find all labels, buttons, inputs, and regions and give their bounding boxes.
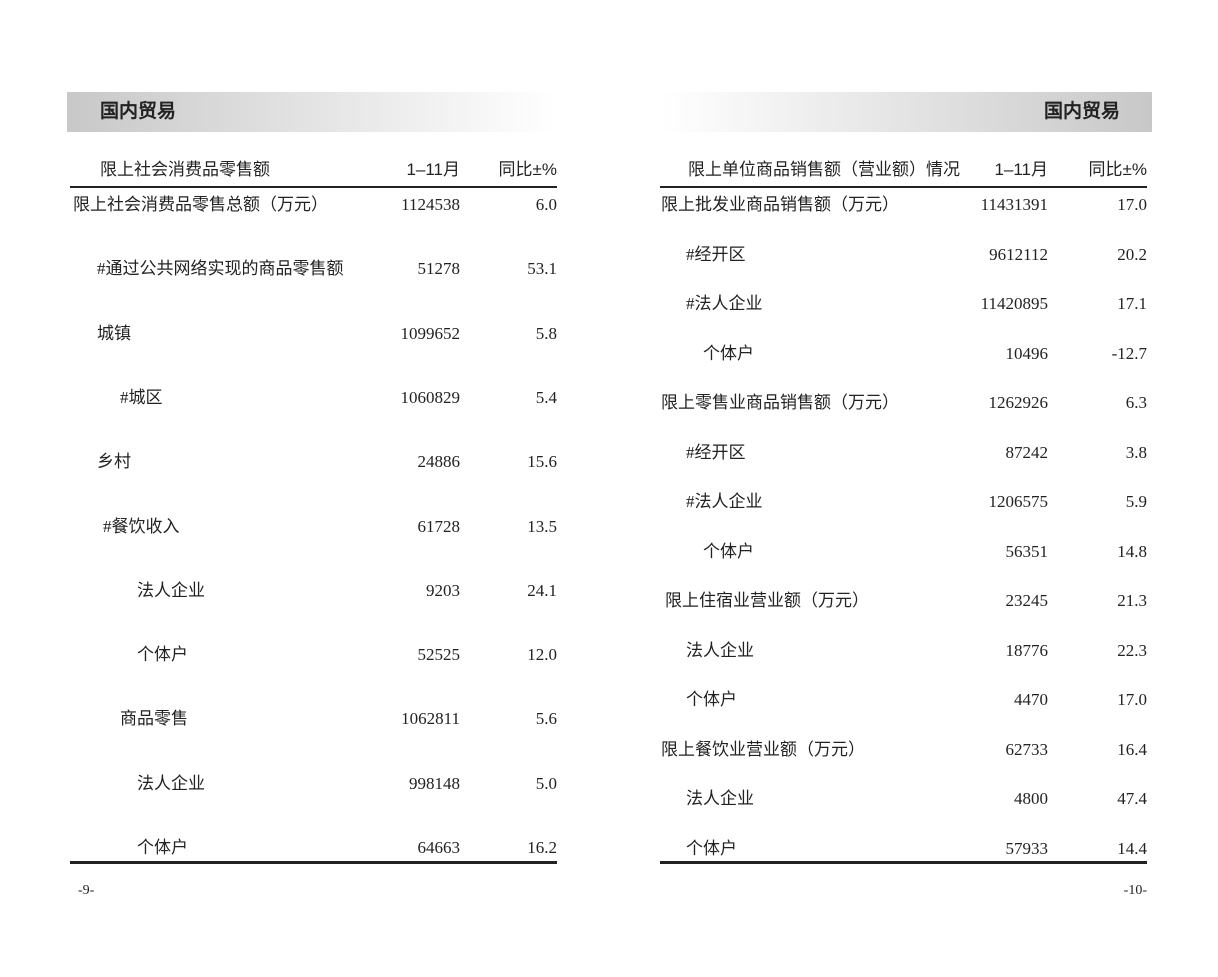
cell-value: 3.8	[1125, 442, 1147, 462]
cell-value: 15.6	[527, 452, 557, 472]
cell-value: 14.8	[1117, 541, 1147, 561]
cell-value: 64663	[417, 838, 461, 857]
row-label: #法人企业	[686, 294, 763, 313]
cell-value: 62733	[1005, 739, 1049, 759]
cell-value: 51278	[417, 259, 461, 279]
cell-value: 4800	[1014, 789, 1048, 808]
cell-value: 14.4	[1117, 838, 1147, 858]
row-label: 法人企业	[686, 789, 754, 808]
row-label: 限上社会消费品零售总额（万元）	[73, 195, 328, 214]
cell-value: 22.3	[1117, 640, 1147, 660]
row-label: #经开区	[686, 442, 746, 462]
cell-value: 5.0	[535, 773, 557, 793]
row-label: 个体户	[686, 838, 737, 858]
row-label: #通过公共网络实现的商品零售额	[97, 259, 344, 279]
row-label: #法人企业	[686, 492, 763, 511]
cell-value: -12.7	[1111, 343, 1147, 363]
rule	[70, 861, 557, 864]
column-header: 1–11月	[994, 160, 1048, 179]
cell-value: 18776	[1005, 640, 1049, 660]
cell-value: 11431391	[980, 195, 1048, 214]
cell-value: 5.8	[535, 323, 557, 343]
column-header: 1–11月	[406, 160, 460, 179]
page-number: -9-	[78, 883, 95, 898]
cell-value: 87242	[1005, 442, 1049, 462]
row-label: #城区	[120, 387, 163, 407]
rule	[660, 861, 1147, 864]
cell-value: 9612112	[989, 244, 1048, 264]
row-label: 个体户	[137, 838, 188, 857]
cell-value: 57933	[1005, 838, 1049, 858]
section-title: 国内贸易	[1043, 101, 1120, 122]
cell-value: 61728	[417, 516, 461, 536]
cell-value: 53.1	[527, 259, 557, 279]
row-label: 限上住宿业营业额（万元）	[665, 591, 869, 610]
cell-value: 16.2	[527, 838, 557, 857]
cell-value: 16.4	[1117, 739, 1147, 759]
cell-value: 1206575	[988, 492, 1049, 511]
cell-value: 1062811	[401, 709, 460, 729]
cell-value: 17.0	[1117, 195, 1147, 214]
section-title: 国内贸易	[100, 101, 177, 122]
cell-value: 1060829	[400, 387, 461, 407]
cell-value: 5.6	[535, 709, 557, 729]
cell-value: 13.5	[527, 516, 557, 536]
cell-value: 17.1	[1117, 294, 1147, 313]
column-header: 同比±%	[498, 160, 557, 179]
cell-value: 52525	[417, 645, 461, 665]
cell-value: 20.2	[1117, 244, 1147, 264]
row-label: #经开区	[686, 244, 746, 264]
cell-value: 1099652	[400, 323, 461, 343]
cell-value: 17.0	[1117, 690, 1147, 709]
row-label: 个体户	[703, 343, 754, 363]
column-header: 同比±%	[1088, 160, 1147, 179]
row-label: #餐饮收入	[103, 516, 180, 536]
cell-value: 5.9	[1125, 492, 1147, 511]
cell-value: 11420895	[980, 294, 1048, 313]
header-bar	[662, 92, 1152, 132]
cell-value: 9203	[426, 580, 460, 600]
rule	[660, 186, 1147, 188]
cell-value: 10496	[1005, 343, 1049, 363]
cell-value: 24886	[417, 452, 461, 472]
cell-value: 998148	[409, 773, 460, 793]
row-label: 城镇	[97, 323, 131, 343]
cell-value: 24.1	[527, 580, 557, 600]
cell-value: 6.0	[535, 195, 557, 214]
row-label: 法人企业	[137, 580, 205, 600]
row-label: 商品零售	[120, 709, 188, 729]
cell-value: 1262926	[988, 393, 1049, 412]
header-bar	[67, 92, 555, 132]
row-label: 法人企业	[686, 640, 754, 660]
cell-value: 4470	[1014, 690, 1048, 709]
row-label: 限上餐饮业营业额（万元）	[661, 739, 865, 759]
cell-value: 12.0	[527, 645, 557, 665]
row-label: 个体户	[137, 645, 188, 665]
cell-value: 5.4	[535, 387, 557, 407]
rule	[70, 186, 557, 188]
cell-value: 21.3	[1117, 591, 1147, 610]
cell-value: 47.4	[1117, 789, 1147, 808]
cell-value: 56351	[1005, 541, 1049, 561]
cell-value: 1124538	[401, 195, 460, 214]
column-header: 限上单位商品销售额（营业额）情况	[688, 160, 960, 179]
row-label: 限上零售业商品销售额（万元）	[661, 393, 899, 412]
column-header: 限上社会消费品零售额	[100, 160, 270, 179]
row-label: 限上批发业商品销售额（万元）	[661, 195, 899, 214]
row-label: 个体户	[703, 541, 754, 561]
cell-value: 23245	[1005, 591, 1049, 610]
row-label: 法人企业	[137, 773, 205, 793]
row-label: 乡村	[97, 452, 131, 472]
cell-value: 6.3	[1125, 393, 1147, 412]
page-number: -10-	[1123, 883, 1147, 898]
row-label: 个体户	[686, 690, 737, 709]
